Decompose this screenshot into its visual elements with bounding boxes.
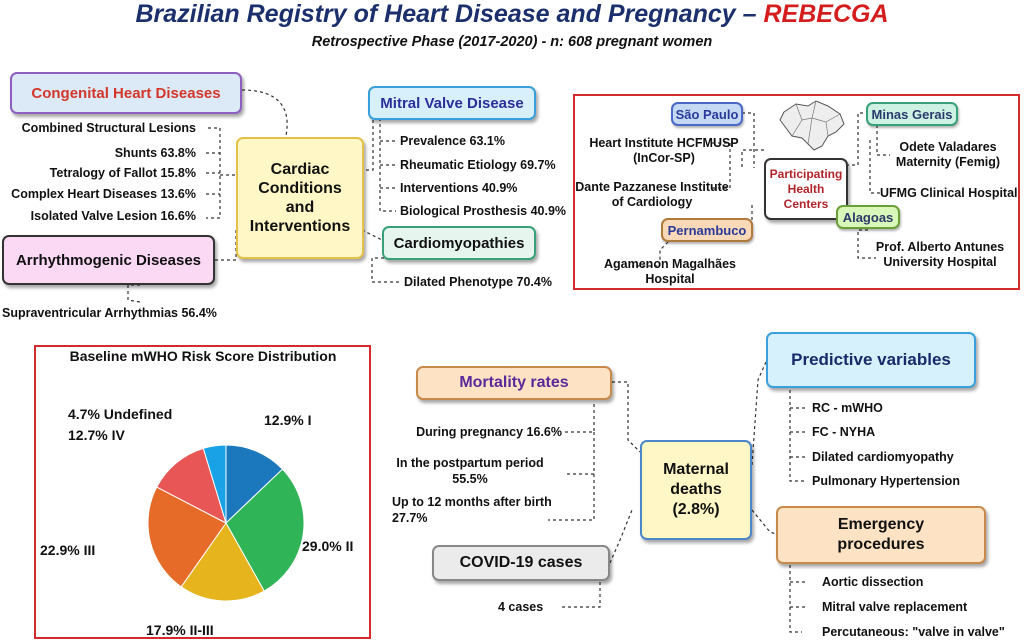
mortality-rates-box: Mortality rates [416,366,612,400]
arrhythmogenic-item: Supraventricular Arrhythmias 56.4% [2,306,217,320]
emergency-item: Aortic dissection [822,575,924,589]
mortality-item: Up to 12 months after birth 27.7% [392,495,552,525]
participating-centers-node: Participating Health Centers [764,158,848,220]
pie-slice-iii [147,486,227,588]
congenital-item: Complex Heart Diseases 13.6% [11,187,196,201]
predictive-variables-box: Predictive variables [766,332,976,388]
state-sao-paulo: São Paulo [671,102,743,126]
pie-chart: 12.9% I 29.0% II 17.9% II-III 22.9% III 12.7… [40,406,353,638]
mitral-item: Interventions 40.9% [400,181,518,195]
pie-slice-ii-iii [180,522,265,602]
state-minas-gerais: Minas Gerais [866,102,958,126]
center-item: UFMG Clinical Hospital [880,186,1018,200]
congenital-item: Combined Structural Lesions [21,121,196,135]
pie-slice-i [225,444,284,525]
center-item: Prof. Alberto Antunes University Hospita… [875,240,1005,269]
pie-chart-frame [34,345,371,639]
pie-slice-ii [225,468,305,592]
pie-label-ii-iii: 17.9% II-III [146,622,214,638]
arrhythmogenic-diseases-box: Arrhythmogenic Diseases [2,235,215,285]
cardiac-center-node: Cardiac Conditions and Interventions [236,137,364,259]
page-subtitle: Retrospective Phase (2017-2020) - n: 608… [311,34,713,50]
center-item: Dante Pazzanese Institute of Cardiology [575,180,729,209]
emergency-procedures-box: Emergency procedures [776,506,986,564]
page-title: Brazilian Registry of Heart Disease and … [0,0,1024,29]
mitral-item: Biological Prosthesis 40.9% [400,204,567,218]
congenital-item: Shunts 63.8% [114,146,196,160]
cardiomyopathies-box: Cardiomyopathies [382,226,536,260]
emergency-item: Mitral valve replacement [822,600,968,614]
predictive-item: FC - NYHA [812,425,876,439]
center-item: Heart Institute HCFMUSP (InCor-SP) [589,136,739,165]
chart-title: Baseline mWHO Risk Score Distribution [69,348,337,364]
mortality-item: In the postpartum period 55.5% [396,456,544,486]
congenital-heart-diseases-box: Congenital Heart Diseases [10,72,242,114]
pie-label-i: 12.9% I [264,412,311,428]
congenital-item: Isolated Valve Lesion 16.6% [30,209,196,223]
title-accent: REBECGA [763,0,889,28]
maternal-deaths-center-node: Maternal deaths (2.8%) [640,440,752,540]
state-alagoas: Alagoas [836,205,900,229]
pie-slice-undefined [202,444,227,524]
centers-frame [573,94,1020,290]
brazil-map-icon [779,100,845,151]
predictive-item: Dilated cardiomyopathy [812,450,954,464]
predictive-item: RC - mWHO [812,401,883,415]
state-pernambuco: Pernambuco [661,218,753,242]
mitral-valve-disease-box: Mitral Valve Disease [368,86,536,120]
mitral-item: Prevalence 63.1% [400,134,505,148]
pie-label-iii: 22.9% III [40,542,95,558]
mortality-item: During pregnancy 16.6% [416,425,562,439]
center-item: Odete Valadares Maternity (Femig) [895,140,1001,169]
pie-label-undefined: 4.7% Undefined [68,406,172,422]
pie-label-iv: 12.7% IV [68,427,125,443]
emergency-item: Percutaneous: "valve in valve" [822,625,1005,639]
pie-label-ii: 29.0% II [302,538,353,554]
predictive-item: Pulmonary Hypertension [812,474,960,488]
title-main: Brazilian Registry of Heart Disease and … [135,0,764,28]
congenital-item: Tetralogy of Fallot 15.8% [49,166,196,180]
center-item: Agamenon Magalhães Hospital [604,257,736,286]
cardiomyopathies-item: Dilated Phenotype 70.4% [404,275,552,289]
covid-cases-box: COVID-19 cases [432,545,610,581]
covid-item: 4 cases [498,600,544,614]
mitral-item: Rheumatic Etiology 69.7% [400,158,556,172]
